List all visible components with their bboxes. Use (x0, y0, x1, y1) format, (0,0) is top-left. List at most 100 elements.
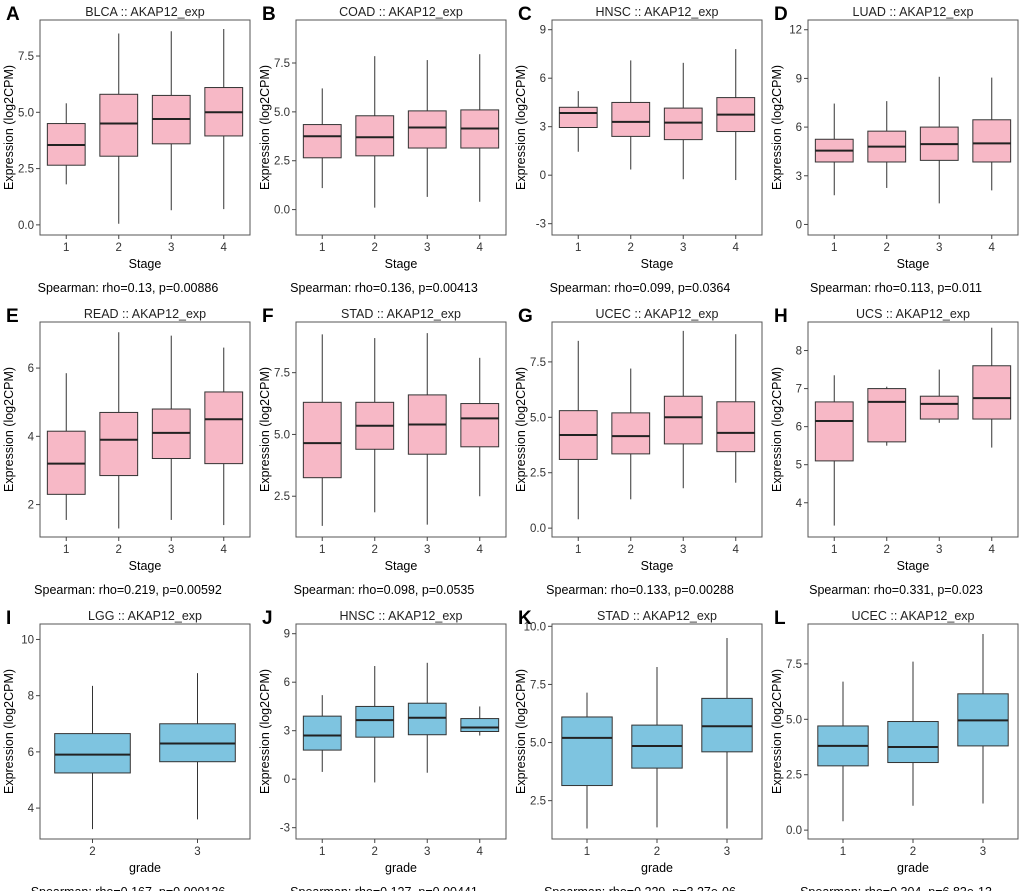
x-tick-label: 3 (936, 242, 942, 254)
box-2 (611, 101, 651, 137)
box-4 (460, 718, 500, 733)
y-tick-label: 7 (796, 384, 802, 396)
y-tick-label: 6 (284, 677, 290, 689)
y-tick-label: 5.0 (530, 412, 546, 424)
y-tick-label: 0.0 (530, 523, 546, 535)
chart-title: LGG :: AKAP12_exp (88, 609, 202, 623)
x-axis-title: Stage (129, 559, 162, 573)
y-tick-label: 5.0 (274, 429, 290, 441)
x-axis-title: grade (129, 861, 161, 875)
x-tick-label: 3 (194, 846, 200, 858)
spearman-annotation: Spearman: rho=0.229, p=3.27e-06 (544, 885, 736, 891)
x-axis-title: Stage (641, 257, 674, 271)
y-tick-label: 5.0 (786, 714, 802, 726)
box-2 (867, 388, 907, 443)
y-tick-label: 5.0 (18, 107, 34, 119)
y-axis-title: Expression (log2CPM) (770, 669, 784, 794)
box-3 (663, 107, 703, 141)
box-1 (814, 401, 854, 462)
panel-label: E (6, 306, 19, 327)
y-tick-label: 5 (796, 460, 802, 472)
x-tick-label: 4 (477, 846, 484, 858)
x-axis-title: Stage (897, 257, 930, 271)
panel-label: J (262, 608, 273, 629)
y-tick-label: 2 (28, 500, 34, 512)
box-3 (919, 395, 959, 420)
y-tick-label: 5.0 (274, 107, 290, 119)
x-tick-label: 4 (989, 544, 996, 556)
x-tick-label: 2 (89, 846, 95, 858)
x-tick-label: 1 (319, 846, 325, 858)
box-2 (355, 115, 395, 157)
y-tick-label: 0.0 (786, 825, 802, 837)
x-tick-label: 2 (372, 242, 378, 254)
y-tick-label: 0.0 (18, 220, 34, 232)
y-tick-label: 9 (284, 629, 290, 641)
x-tick-label: 1 (319, 242, 325, 254)
x-axis-title: Stage (897, 559, 930, 573)
y-axis-title: Expression (log2CPM) (258, 669, 272, 794)
x-axis-title: Stage (129, 257, 162, 271)
box-1 (302, 715, 342, 751)
y-tick-label: 4 (796, 498, 803, 510)
x-tick-label: 3 (680, 544, 686, 556)
y-tick-label: 4 (28, 431, 35, 443)
chart-title: READ :: AKAP12_exp (84, 307, 206, 321)
spearman-annotation: Spearman: rho=0.127, p=0.00441 (290, 885, 478, 891)
y-tick-label: 2.5 (274, 156, 290, 168)
x-tick-label: 3 (724, 846, 730, 858)
spearman-annotation: Spearman: rho=0.099, p=0.0364 (550, 281, 731, 295)
y-tick-label: 0 (540, 170, 546, 182)
y-tick-label: 3 (796, 171, 802, 183)
box-3 (407, 110, 447, 149)
y-tick-label: 6 (28, 747, 34, 759)
panel-label: D (774, 4, 788, 25)
chart-title: HNSC :: AKAP12_exp (340, 609, 463, 623)
y-axis-title: Expression (log2CPM) (514, 669, 528, 794)
x-tick-label: 4 (221, 242, 228, 254)
x-tick-label: 2 (884, 242, 890, 254)
panel-label: B (262, 4, 276, 25)
x-tick-label: 2 (628, 544, 634, 556)
panel-label: I (6, 608, 11, 629)
y-tick-label: 3 (540, 122, 546, 134)
y-tick-label: 12 (789, 25, 802, 37)
y-tick-label: 6 (796, 422, 802, 434)
x-axis-title: Stage (385, 559, 418, 573)
x-axis-title: Stage (385, 257, 418, 271)
chart-title: LUAD :: AKAP12_exp (853, 5, 974, 19)
y-axis-title: Expression (log2CPM) (770, 65, 784, 190)
chart-title: HNSC :: AKAP12_exp (596, 5, 719, 19)
x-tick-label: 3 (168, 242, 174, 254)
x-tick-label: 3 (980, 846, 986, 858)
y-tick-label: 2.5 (274, 491, 290, 503)
y-tick-label: 7.5 (530, 679, 546, 691)
x-tick-label: 3 (424, 544, 430, 556)
x-tick-label: 1 (63, 242, 69, 254)
x-tick-label: 2 (910, 846, 916, 858)
box-2 (887, 721, 939, 764)
box-2 (611, 412, 651, 455)
x-tick-label: 4 (733, 544, 740, 556)
panel-label: L (774, 608, 786, 629)
y-tick-label: 6 (796, 122, 802, 134)
x-tick-label: 3 (424, 242, 430, 254)
y-axis-title: Expression (log2CPM) (770, 367, 784, 492)
x-tick-label: 2 (372, 544, 378, 556)
spearman-annotation: Spearman: rho=0.167, p=0.000136 (31, 885, 226, 891)
spearman-annotation: Spearman: rho=0.113, p=0.011 (810, 281, 982, 295)
y-axis-title: Expression (log2CPM) (2, 65, 16, 190)
chart-title: BLCA :: AKAP12_exp (85, 5, 205, 19)
box-1 (302, 401, 342, 479)
x-tick-label: 1 (319, 544, 325, 556)
y-tick-label: 4 (28, 803, 35, 815)
x-axis-title: grade (385, 861, 417, 875)
y-tick-label: 10.0 (524, 621, 546, 633)
y-axis-title: Expression (log2CPM) (258, 367, 272, 492)
